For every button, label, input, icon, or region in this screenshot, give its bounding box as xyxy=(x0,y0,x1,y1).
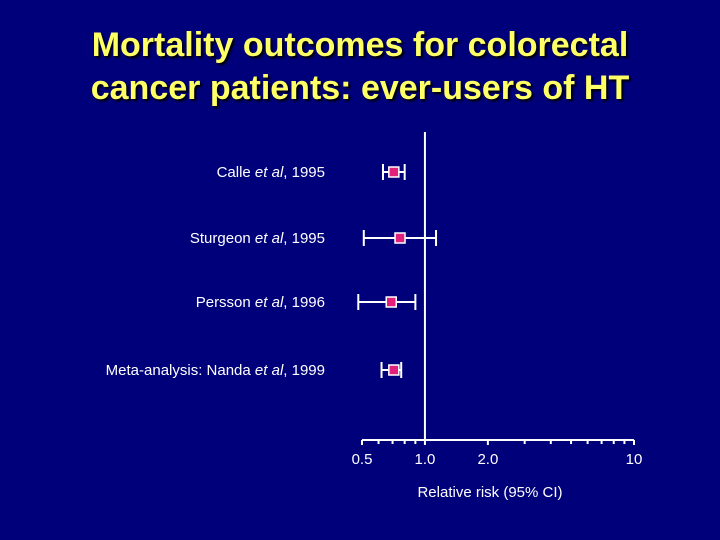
study-label: Persson et al, 1996 xyxy=(196,294,325,311)
chart-title-line-2: cancer patients: ever-users of HT xyxy=(90,69,630,107)
x-axis-label: Relative risk (95% CI) xyxy=(417,484,562,501)
plot-area: 0.5 1.0 2.0 10 Calle et al, 1995 Sturgeon et … xyxy=(106,132,643,468)
point-estimate-marker xyxy=(394,232,406,244)
x-tick-label: 10 xyxy=(626,451,643,468)
study-label: Meta-analysis: Nanda et al, 1999 xyxy=(106,362,325,379)
x-tick-label: 0.5 xyxy=(352,451,373,468)
chart-title-line-1: Mortality outcomes for colorectal xyxy=(91,26,629,64)
x-tick-label: 2.0 xyxy=(477,451,498,468)
study-label: Sturgeon et al, 1995 xyxy=(190,230,325,247)
point-estimate-marker xyxy=(388,166,400,178)
point-estimate-marker xyxy=(388,364,400,376)
chart-title: Mortality outcomes for colorectal cancer… xyxy=(0,24,720,110)
study-label: Calle et al, 1995 xyxy=(217,164,325,181)
point-estimate-marker xyxy=(385,296,397,308)
x-tick-label: 1.0 xyxy=(415,451,436,468)
